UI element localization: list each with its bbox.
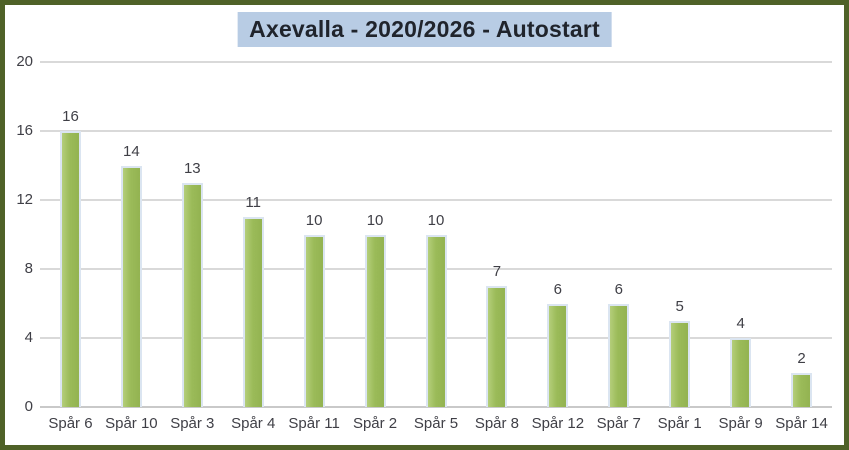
y-tick-label: 12 (16, 191, 33, 208)
y-tick-label: 20 (16, 53, 33, 70)
bar (791, 372, 813, 407)
y-tick-label: 4 (24, 329, 33, 346)
category-label: Spår 12 (531, 415, 585, 432)
chart-title: Axevalla - 2020/2026 - Autostart (237, 12, 612, 47)
data-label: 5 (675, 297, 684, 315)
category-label: Spår 1 (657, 415, 702, 432)
data-label: 4 (736, 315, 745, 332)
data-label: 10 (366, 211, 384, 229)
gridline (40, 130, 832, 132)
category-label: Spår 3 (170, 415, 215, 432)
category-label: Spår 6 (48, 415, 93, 432)
bar (59, 131, 81, 407)
y-tick-label: 0 (24, 398, 33, 415)
y-tick-label: 16 (16, 122, 33, 139)
category-label: Spår 5 (413, 415, 459, 432)
bar (303, 234, 325, 407)
gridline (40, 199, 832, 201)
data-label: 10 (305, 211, 323, 229)
data-label: 16 (62, 108, 79, 125)
category-label: Spår 9 (718, 415, 763, 432)
category-label: Spår 8 (474, 415, 520, 432)
category-label: Spår 7 (596, 415, 641, 432)
bar (486, 286, 508, 407)
bar (425, 234, 447, 407)
x-axis-line (40, 406, 832, 408)
y-tick-label: 8 (24, 260, 33, 277)
category-label: Spår 11 (288, 415, 340, 432)
data-label: 6 (553, 280, 563, 298)
category-label: Spår 14 (775, 415, 828, 432)
bar (669, 320, 691, 407)
data-label: 7 (492, 263, 502, 281)
bar (547, 303, 569, 407)
bar (364, 234, 386, 407)
data-label: 14 (123, 142, 140, 160)
bar (181, 182, 203, 407)
category-label: Spår 4 (231, 415, 276, 432)
data-label: 6 (614, 280, 623, 298)
bar (608, 303, 630, 407)
bar (120, 165, 142, 407)
data-label: 2 (797, 349, 806, 367)
category-label: Spår 10 (105, 415, 158, 432)
data-label: 13 (183, 159, 201, 177)
bar (730, 338, 752, 407)
data-label: 11 (245, 194, 261, 212)
category-label: Spår 2 (352, 415, 398, 432)
gridline (40, 61, 832, 63)
data-label: 10 (427, 211, 445, 229)
bar (242, 217, 264, 407)
